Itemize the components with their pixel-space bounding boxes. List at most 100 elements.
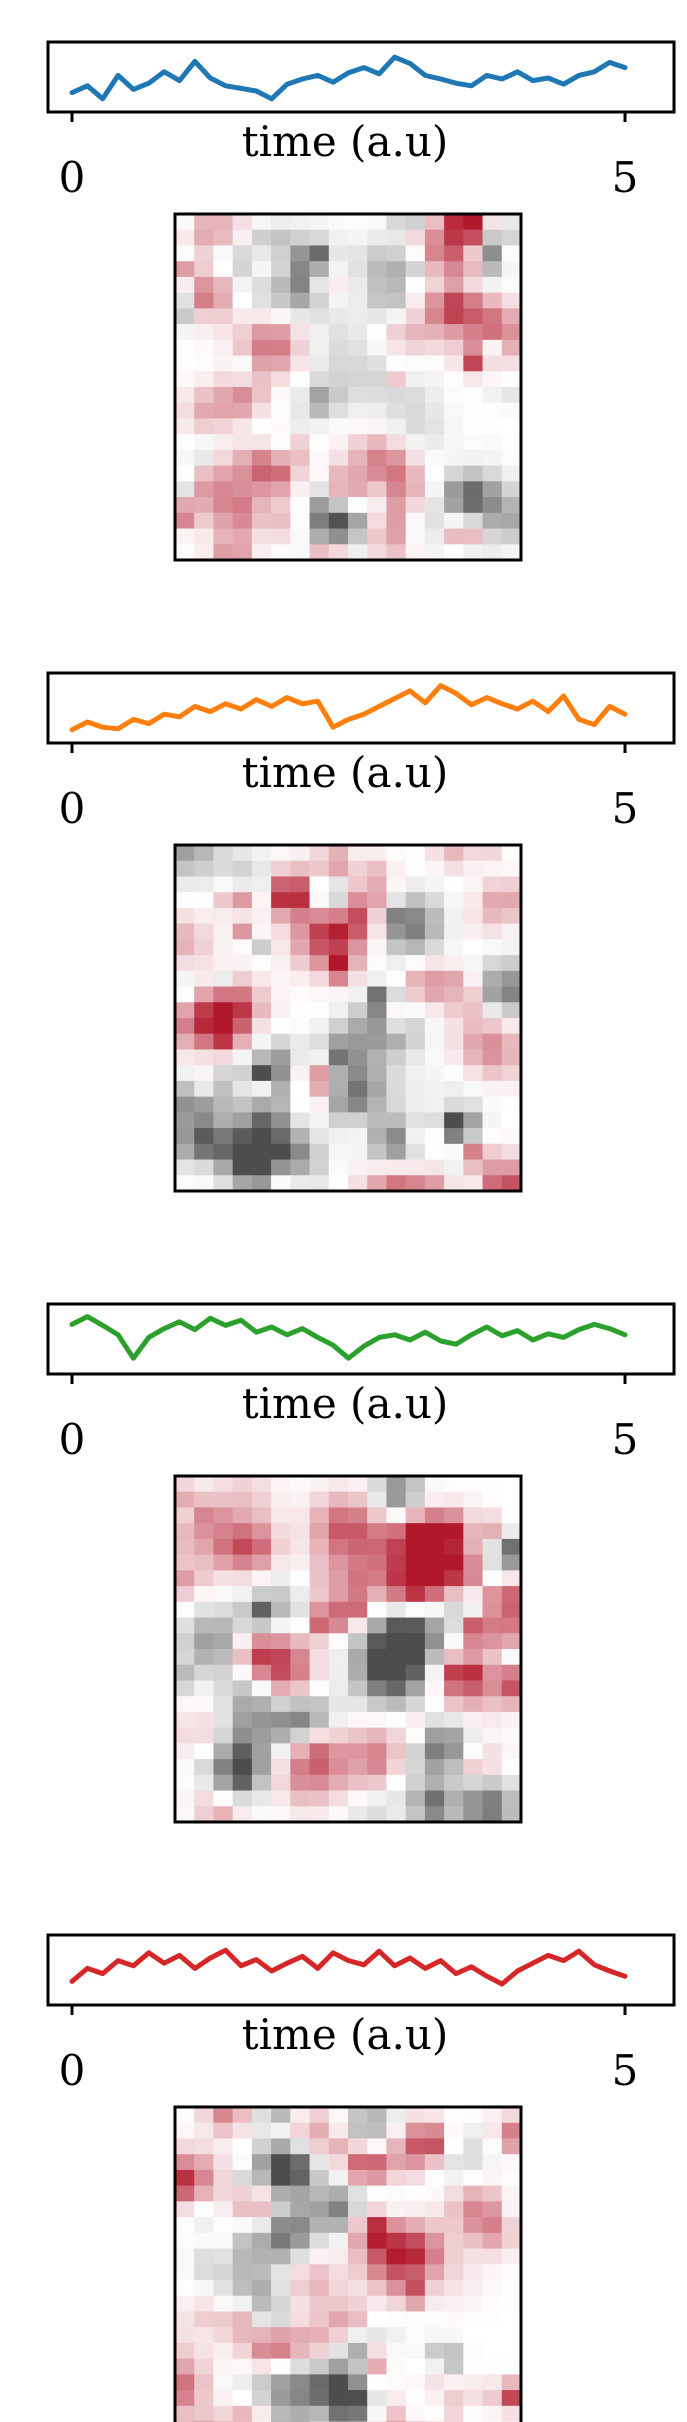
heatmap-cell	[232, 1002, 253, 1019]
heatmap-cell	[348, 2217, 368, 2234]
heatmap-cell	[482, 970, 503, 988]
heatmap-cell	[405, 1633, 426, 1650]
heatmap-cell	[386, 1711, 407, 1729]
heatmap-cell	[444, 512, 464, 530]
heatmap-cell	[271, 418, 291, 435]
heatmap-cell	[482, 907, 503, 925]
heatmap-cell	[386, 845, 407, 862]
heatmap-cell	[213, 1601, 234, 1619]
heatmap-cell	[367, 845, 388, 862]
heatmap-cell	[482, 2342, 503, 2360]
heatmap-cell	[251, 2107, 272, 2124]
heatmap-cell	[232, 2374, 253, 2391]
heatmap-cell	[386, 1112, 407, 1129]
heatmap-cell	[367, 1554, 388, 1571]
heatmap-cell	[309, 2390, 330, 2407]
heatmap-cell	[290, 292, 311, 309]
heatmap-cell	[194, 2405, 215, 2422]
heatmap-cell	[482, 371, 503, 388]
heatmap-cell	[444, 2295, 464, 2313]
heatmap-cell	[501, 544, 522, 561]
heatmap-cell	[232, 465, 253, 482]
heatmap-cell	[463, 355, 484, 372]
heatmap-cell	[251, 907, 272, 925]
heatmap-cell	[482, 2390, 503, 2407]
heatmap-cell	[290, 1065, 311, 1082]
heatmap-cell	[251, 1175, 272, 1192]
heatmap-cell	[444, 1774, 464, 1792]
heatmap-cell	[424, 1790, 445, 1807]
heatmap-cell	[309, 970, 330, 988]
heatmap-cell	[194, 2248, 215, 2265]
heatmap-frame	[173, 843, 523, 1193]
heatmap-cell	[309, 387, 330, 404]
heatmap-cell	[444, 308, 464, 325]
heatmap-cell	[213, 1664, 234, 1682]
heatmap-cell	[328, 2280, 349, 2297]
heatmap-cell	[424, 939, 445, 956]
heatmap-cell	[463, 387, 484, 404]
heatmap-cell	[309, 2217, 330, 2234]
heatmap-cell	[290, 2327, 311, 2344]
heatmap-cell	[309, 939, 330, 956]
heatmap-cell	[271, 528, 291, 545]
heatmap-cell	[309, 2138, 330, 2155]
heatmap-cell	[175, 2107, 195, 2124]
heatmap-cell	[444, 2138, 464, 2155]
heatmap-cell	[424, 1759, 445, 1776]
heatmap-cell	[444, 2327, 464, 2344]
heatmap-cell	[232, 214, 253, 231]
heatmap-cell	[232, 892, 253, 909]
heatmap-cell	[271, 2390, 291, 2407]
heatmap-cell	[251, 434, 272, 451]
heatmap-cell	[175, 2169, 195, 2187]
heatmap-cell	[271, 2185, 291, 2202]
heatmap-cell	[194, 1759, 215, 1776]
heatmap-cell	[328, 2390, 349, 2407]
heatmap-cell	[232, 2405, 253, 2422]
heatmap-cell	[367, 1538, 388, 1556]
heatmap-cell	[444, 2217, 464, 2234]
heatmap-cell	[444, 2358, 464, 2375]
heatmap-cell	[348, 276, 368, 294]
heatmap-cell	[463, 1649, 484, 1666]
heatmap-cell	[213, 1774, 234, 1792]
heatmap-cell	[367, 449, 388, 467]
heatmap-cell	[328, 214, 349, 231]
heatmap-cell	[501, 465, 522, 482]
heatmap-cell	[232, 2358, 253, 2375]
heatmap-cell	[424, 1806, 445, 1823]
heatmap-cell	[386, 387, 407, 404]
heatmap-cell	[290, 1002, 311, 1019]
heatmap-cell	[328, 2295, 349, 2313]
heatmap-cell	[386, 1080, 407, 1098]
heatmap-cell	[501, 1680, 522, 1697]
heatmap-cell	[309, 1523, 330, 1540]
heatmap-cell	[367, 1112, 388, 1129]
heatmap-cell	[482, 512, 503, 530]
heatmap-cell	[328, 860, 349, 878]
heatmap-cell	[175, 528, 195, 545]
heatmap-cell	[213, 2342, 234, 2360]
heatmap-cell	[271, 1018, 291, 1035]
heatmap-cell	[386, 544, 407, 561]
heatmap-cell	[463, 1806, 484, 1823]
heatmap-cell	[463, 1175, 484, 1192]
heatmap-cell	[386, 1743, 407, 1760]
heatmap-cell	[328, 1680, 349, 1697]
heatmap-cell	[271, 1538, 291, 1556]
heatmap-cell	[444, 2201, 464, 2218]
heatmap-cell	[405, 1523, 426, 1540]
heatmap-cell	[463, 1096, 484, 1113]
heatmap-cell	[501, 1002, 522, 1019]
heatmap-cell	[175, 2138, 195, 2155]
heatmap-cell	[424, 402, 445, 420]
heatmap-cell	[367, 355, 388, 372]
heatmap-cell	[424, 371, 445, 388]
heatmap-cell	[175, 1491, 195, 1509]
heatmap-cell	[309, 1096, 330, 1113]
heatmap-cell	[271, 1743, 291, 1760]
heatmap-cell	[386, 1570, 407, 1587]
